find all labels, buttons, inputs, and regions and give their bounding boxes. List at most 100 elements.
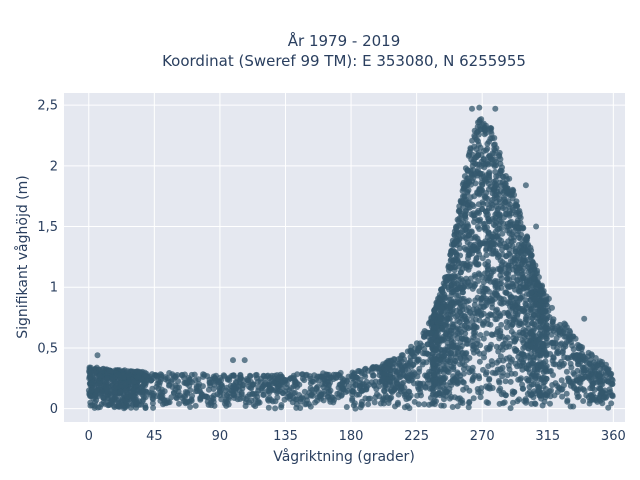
data-point	[87, 368, 94, 375]
data-point	[478, 116, 485, 123]
data-point	[458, 198, 465, 205]
data-point	[509, 186, 516, 193]
data-point	[357, 376, 364, 383]
data-point	[466, 369, 473, 376]
data-point	[499, 246, 505, 253]
data-point	[461, 173, 468, 180]
data-point	[303, 393, 310, 400]
data-point	[94, 352, 101, 359]
data-point	[489, 233, 496, 240]
data-point	[517, 244, 524, 251]
data-point	[320, 397, 327, 404]
data-point	[565, 375, 571, 382]
data-point	[303, 400, 310, 407]
data-point	[164, 397, 171, 404]
data-point	[286, 393, 293, 400]
data-point	[352, 405, 359, 412]
data-point	[501, 340, 508, 347]
data-point	[215, 383, 222, 390]
data-point	[505, 203, 512, 210]
y-tick-labels: 0 0,5 1 1,5 2 2,5	[37, 99, 58, 418]
data-point	[492, 105, 499, 112]
data-point	[485, 262, 492, 269]
data-point	[464, 298, 471, 305]
data-point	[496, 212, 503, 219]
data-point	[451, 394, 458, 401]
data-point	[478, 163, 485, 169]
data-point	[491, 150, 497, 157]
data-point	[483, 212, 490, 219]
data-point	[463, 177, 470, 184]
data-point	[559, 348, 566, 355]
data-point	[157, 379, 163, 386]
data-point	[494, 369, 501, 376]
data-point	[471, 301, 478, 308]
data-point	[471, 193, 478, 200]
data-point	[265, 404, 272, 411]
data-point	[506, 298, 512, 305]
data-point	[456, 263, 463, 270]
data-point	[461, 313, 468, 319]
data-point	[487, 321, 494, 328]
data-point	[492, 183, 499, 190]
y-tick-label: 1	[50, 281, 58, 296]
data-point	[536, 392, 543, 399]
data-point	[404, 348, 411, 355]
data-point	[445, 305, 452, 311]
data-point	[602, 394, 609, 401]
data-point	[443, 360, 450, 367]
data-point	[510, 234, 517, 241]
y-tick-label: 1,5	[37, 220, 58, 235]
data-point	[321, 388, 328, 395]
data-point	[505, 362, 512, 369]
data-point	[507, 405, 514, 412]
data-point	[461, 282, 468, 289]
data-point	[516, 318, 523, 325]
data-point	[440, 402, 447, 409]
data-point	[482, 193, 488, 200]
data-point	[481, 319, 488, 325]
data-point	[502, 378, 509, 385]
data-point	[230, 391, 237, 397]
data-point	[493, 290, 500, 297]
data-point	[317, 392, 324, 399]
data-point	[487, 126, 494, 133]
data-point	[469, 105, 475, 112]
x-tick-label: 0	[85, 429, 93, 444]
data-point	[225, 396, 232, 403]
data-point	[476, 251, 483, 258]
data-point	[608, 392, 615, 399]
data-point	[598, 389, 605, 396]
data-point	[207, 399, 214, 406]
data-point	[230, 357, 236, 364]
data-point	[499, 364, 506, 371]
data-point	[505, 271, 512, 277]
data-point	[330, 376, 337, 383]
data-point	[454, 369, 461, 376]
data-point	[401, 404, 408, 411]
data-point	[107, 388, 114, 395]
data-point	[559, 393, 566, 400]
data-point	[115, 371, 122, 378]
scatter-points	[85, 104, 616, 412]
data-point	[608, 400, 615, 407]
data-point	[505, 265, 512, 272]
data-point	[494, 329, 501, 335]
data-point	[482, 130, 489, 136]
data-point	[465, 278, 471, 285]
data-point	[168, 394, 175, 401]
data-point	[467, 146, 474, 153]
data-point	[533, 369, 540, 376]
data-point	[506, 313, 513, 320]
data-point	[184, 398, 191, 405]
data-point	[358, 401, 365, 408]
data-point	[467, 241, 474, 248]
data-point	[470, 326, 477, 332]
data-point	[486, 218, 492, 225]
data-point	[503, 324, 510, 331]
data-point	[384, 365, 391, 372]
data-point	[538, 363, 545, 370]
data-point	[351, 400, 358, 407]
data-point	[319, 381, 326, 388]
data-point	[226, 377, 233, 384]
